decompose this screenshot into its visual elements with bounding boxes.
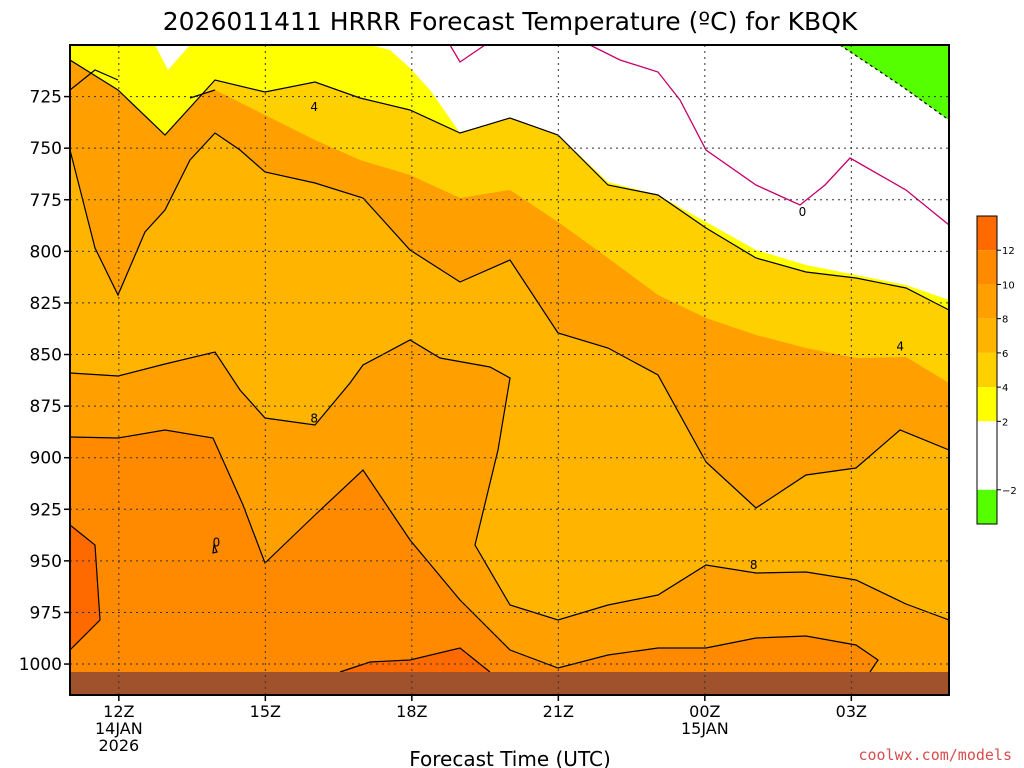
colorbar: 12 10 8 6 4 2 −2 (976, 215, 1017, 525)
plot-fill (70, 45, 949, 695)
colorbar-swatch (977, 318, 997, 353)
minus2-contour (839, 45, 949, 121)
colorbar-label: −2 (1002, 486, 1017, 497)
contour-label: 0 (213, 535, 221, 549)
x-tick-label: 12Z (103, 702, 134, 721)
contour-label: 4 (310, 100, 318, 114)
band-12-14 (70, 525, 100, 650)
y-tick-label: 850 (30, 346, 62, 366)
y-tick-label: 900 (30, 449, 62, 469)
colorbar-label: 8 (1002, 315, 1008, 326)
colorbar-swatch (977, 489, 997, 524)
band-neg2-2 (370, 45, 949, 300)
y-tick-label: 750 (30, 139, 62, 159)
x-tick-label: 2026 (98, 736, 139, 755)
x-tick-label: 14JAN (95, 719, 143, 738)
plot-frame (69, 44, 950, 696)
colorbar-swatch (977, 250, 997, 285)
colorbar-swatch (977, 284, 997, 319)
x-tick-label: 03Z (836, 702, 867, 721)
colorbar-label: 6 (1002, 349, 1008, 360)
colorbar-label: 2 (1002, 417, 1008, 428)
colorbar-label: 10 (1002, 280, 1015, 291)
y-tick-label: 775 (30, 191, 62, 211)
colorbar-frame (976, 215, 998, 525)
y-tick-label: 1000 (19, 655, 62, 675)
band-4-6 (70, 45, 949, 383)
contour-label: 0 (799, 205, 807, 219)
y-tick-label: 800 (30, 242, 62, 262)
contour-labels: 4 0 8 4 8 0 (213, 100, 904, 572)
band-12-14-surface (340, 648, 490, 672)
contour-label: 8 (310, 411, 318, 425)
contour-label: 8 (750, 558, 758, 572)
y-tick-label: 825 (30, 294, 62, 314)
colorbar-label: 4 (1002, 383, 1008, 394)
y-axis: 725 750 775 800 825 850 875 900 925 950 975 1000 (19, 88, 70, 675)
contour-label: 4 (896, 339, 904, 353)
y-tick-label: 875 (30, 397, 62, 417)
contour-lines (70, 59, 949, 673)
band-6-8 (70, 133, 949, 620)
x-tick-label: 15JAN (681, 719, 729, 738)
band-neg2-2-notch (155, 45, 190, 70)
colorbar-swatch (977, 216, 997, 251)
freezing-contour (449, 45, 949, 226)
credit-text: coolwx.com/models (858, 746, 1012, 764)
x-tick-label: 21Z (543, 702, 574, 721)
colorbar-label: 12 (1002, 246, 1015, 257)
y-tick-label: 975 (30, 603, 62, 623)
colorbar-swatch (977, 352, 997, 388)
x-tick-label: 00Z (689, 702, 720, 721)
y-tick-label: 950 (30, 552, 62, 572)
terrain-surface (70, 672, 949, 695)
x-tick-label: 18Z (396, 702, 427, 721)
y-tick-label: 725 (30, 88, 62, 108)
chart-title: 2026011411 HRRR Forecast Temperature (ºC… (163, 7, 858, 36)
x-tick-label: 15Z (250, 702, 281, 721)
colorbar-swatch (977, 421, 997, 490)
grid (70, 45, 949, 695)
y-tick-label: 925 (30, 500, 62, 520)
band-neg4-neg2 (840, 45, 949, 120)
colorbar-swatch (977, 387, 997, 422)
x-axis-label: Forecast Time (UTC) (409, 747, 611, 768)
